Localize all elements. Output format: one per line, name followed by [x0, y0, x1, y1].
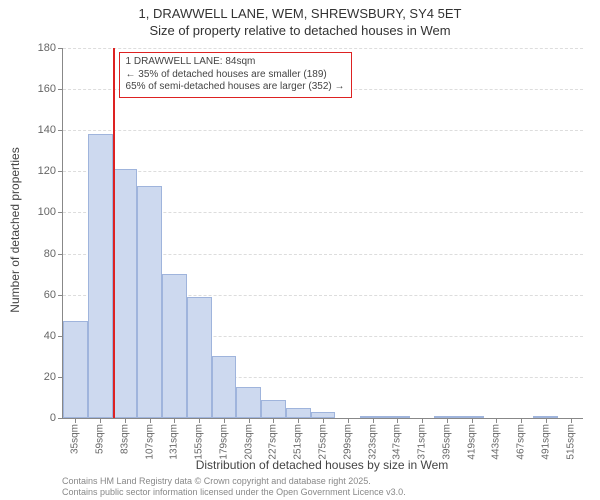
bar	[162, 274, 187, 418]
xtick-mark	[125, 418, 126, 423]
ytick-mark	[58, 130, 63, 131]
xtick-mark	[496, 418, 497, 423]
xtick-label: 371sqm	[417, 424, 428, 460]
xtick-label: 395sqm	[441, 424, 452, 460]
footer-line-1: Contains HM Land Registry data © Crown c…	[62, 476, 406, 487]
xtick-label: 179sqm	[218, 424, 229, 460]
xtick-mark	[75, 418, 76, 423]
xtick-label: 107sqm	[144, 424, 155, 460]
xtick-mark	[422, 418, 423, 423]
xtick-mark	[571, 418, 572, 423]
xtick-label: 35sqm	[70, 424, 81, 454]
gridline	[63, 130, 583, 131]
xtick-label: 323sqm	[367, 424, 378, 460]
ytick-mark	[58, 254, 63, 255]
ytick-mark	[58, 48, 63, 49]
xtick-mark	[298, 418, 299, 423]
bar	[88, 134, 113, 418]
xtick-mark	[150, 418, 151, 423]
xtick-mark	[546, 418, 547, 423]
xtick-mark	[249, 418, 250, 423]
xtick-label: 275sqm	[318, 424, 329, 460]
xtick-mark	[521, 418, 522, 423]
property-marker-line	[113, 48, 115, 418]
gridline	[63, 48, 583, 49]
ytick-label: 60	[22, 289, 56, 301]
ytick-label: 20	[22, 371, 56, 383]
callout-line: ← 35% of detached houses are smaller (18…	[126, 69, 345, 82]
xtick-label: 155sqm	[194, 424, 205, 460]
ytick-mark	[58, 418, 63, 419]
ytick-label: 100	[22, 206, 56, 218]
xtick-label: 491sqm	[540, 424, 551, 460]
xtick-label: 131sqm	[169, 424, 180, 460]
xtick-mark	[472, 418, 473, 423]
xtick-label: 227sqm	[268, 424, 279, 460]
callout-box: 1 DRAWWELL LANE: 84sqm← 35% of detached …	[119, 52, 352, 98]
xtick-mark	[273, 418, 274, 423]
xtick-mark	[447, 418, 448, 423]
xtick-mark	[224, 418, 225, 423]
bar	[286, 408, 311, 418]
plot-region: 35sqm59sqm83sqm107sqm131sqm155sqm179sqm2…	[62, 48, 583, 419]
ytick-label: 140	[22, 124, 56, 136]
xtick-label: 59sqm	[95, 424, 106, 454]
bar	[236, 387, 261, 418]
xtick-mark	[373, 418, 374, 423]
xtick-mark	[348, 418, 349, 423]
bar	[63, 321, 88, 418]
ytick-mark	[58, 89, 63, 90]
chart-area: 35sqm59sqm83sqm107sqm131sqm155sqm179sqm2…	[62, 48, 582, 418]
ytick-label: 180	[22, 42, 56, 54]
xtick-label: 347sqm	[392, 424, 403, 460]
xtick-mark	[174, 418, 175, 423]
xtick-label: 443sqm	[491, 424, 502, 460]
ytick-mark	[58, 295, 63, 296]
xtick-label: 467sqm	[516, 424, 527, 460]
ytick-label: 80	[22, 248, 56, 260]
bar	[113, 169, 138, 418]
ytick-label: 40	[22, 330, 56, 342]
x-axis-label: Distribution of detached houses by size …	[62, 458, 582, 472]
ytick-label: 120	[22, 165, 56, 177]
xtick-mark	[397, 418, 398, 423]
gridline	[63, 171, 583, 172]
xtick-label: 515sqm	[565, 424, 576, 460]
xtick-label: 203sqm	[243, 424, 254, 460]
title-line-1: 1, DRAWWELL LANE, WEM, SHREWSBURY, SY4 5…	[0, 6, 600, 23]
xtick-mark	[199, 418, 200, 423]
xtick-label: 83sqm	[119, 424, 130, 454]
footer-attribution: Contains HM Land Registry data © Crown c…	[62, 476, 406, 498]
ytick-label: 0	[22, 412, 56, 424]
chart-container: 1, DRAWWELL LANE, WEM, SHREWSBURY, SY4 5…	[0, 0, 600, 500]
footer-line-2: Contains public sector information licen…	[62, 487, 406, 498]
bar	[212, 356, 237, 418]
bar	[187, 297, 212, 418]
xtick-mark	[100, 418, 101, 423]
titles: 1, DRAWWELL LANE, WEM, SHREWSBURY, SY4 5…	[0, 0, 600, 40]
ytick-mark	[58, 171, 63, 172]
xtick-label: 251sqm	[293, 424, 304, 460]
bar	[261, 400, 286, 419]
bar	[137, 186, 162, 418]
xtick-label: 419sqm	[466, 424, 477, 460]
xtick-label: 299sqm	[342, 424, 353, 460]
y-axis-label: Number of detached properties	[8, 147, 22, 312]
callout-line: 65% of semi-detached houses are larger (…	[126, 81, 345, 94]
title-line-2: Size of property relative to detached ho…	[0, 23, 600, 40]
callout-line: 1 DRAWWELL LANE: 84sqm	[126, 56, 345, 69]
ytick-mark	[58, 212, 63, 213]
ytick-label: 160	[22, 83, 56, 95]
xtick-mark	[323, 418, 324, 423]
